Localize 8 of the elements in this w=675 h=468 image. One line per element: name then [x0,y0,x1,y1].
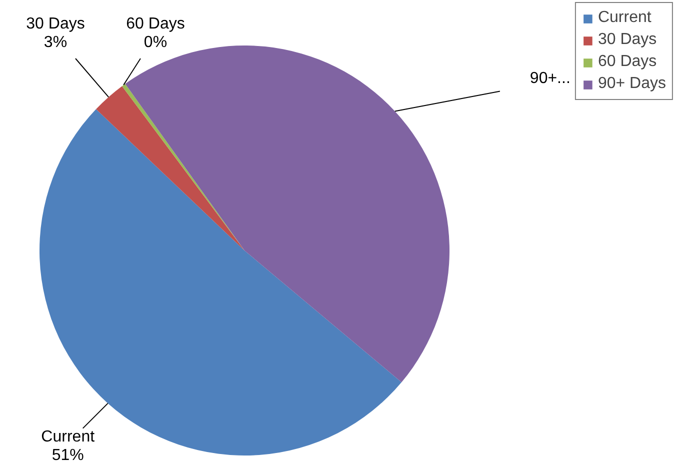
data-label: 60 Days 0% [126,16,185,52]
data-label: Current 51% [41,428,96,464]
data-label: 30 Days 3% [26,16,85,52]
data-label: 90+... [530,70,570,88]
legend-label: Current [598,9,652,27]
legend-label: 60 Days [598,53,657,71]
legend-label: 30 Days [598,31,657,49]
legend-label: 90+ Days [598,75,666,93]
